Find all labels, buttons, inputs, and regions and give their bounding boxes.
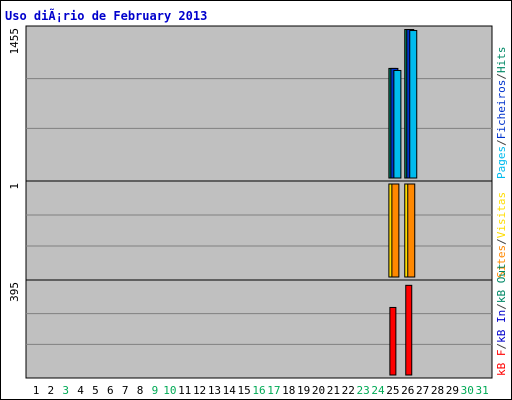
x-tick-label: 4 — [77, 384, 84, 397]
legend-separator: / — [495, 139, 508, 146]
x-tick-label: 31 — [475, 384, 488, 397]
legend-separator: / — [495, 343, 508, 350]
x-tick-label: 13 — [208, 384, 221, 397]
x-tick-label: 26 — [401, 384, 414, 397]
legend-separator: / — [495, 303, 508, 310]
plot-area-middle — [25, 180, 493, 281]
x-tick-label: 2 — [48, 384, 55, 397]
x-tick-label: 19 — [297, 384, 310, 397]
bar-sites-day-25 — [391, 183, 400, 278]
y-tick-label: 395 — [8, 282, 21, 302]
bar-pages-day-25 — [393, 69, 402, 179]
legend-item-sites: Sites — [495, 245, 508, 278]
x-tick-label: 29 — [446, 384, 459, 397]
panel-middle: 1 Sites/Visitas — [8, 180, 508, 281]
x-tick-label: 24 — [371, 384, 385, 397]
x-tick-label: 23 — [357, 384, 370, 397]
x-tick-label: 7 — [122, 384, 129, 397]
bar-kb-f-day-25 — [389, 306, 397, 376]
legend-item-hits: Hits — [495, 47, 508, 74]
bar-pages-day-26 — [409, 30, 418, 179]
legend-item-kb_out: kB Out — [495, 263, 508, 303]
x-tick-label: 27 — [416, 384, 429, 397]
x-tick-label: 14 — [223, 384, 237, 397]
y-tick-label: 1 — [8, 183, 21, 190]
x-tick-label: 8 — [137, 384, 144, 397]
legend-item-pages: Pages — [495, 146, 508, 179]
plot-area-bottom — [25, 279, 493, 379]
legend-item-visits: Visitas — [495, 192, 508, 238]
plot-area-top — [25, 25, 493, 182]
x-tick-label: 9 — [152, 384, 159, 397]
x-tick-label: 1 — [33, 384, 40, 397]
x-tick-label: 15 — [238, 384, 251, 397]
bar-sites-day-26 — [407, 183, 416, 278]
legend-item-kb_in: kB In — [495, 310, 508, 343]
x-tick-label: 22 — [342, 384, 355, 397]
x-tick-label: 12 — [193, 384, 206, 397]
legend-bottom: kB F/kB In/kB Out — [495, 263, 508, 376]
legend-top: Pages/Ficheiros/Hits — [495, 47, 508, 179]
y-tick-label: 1455 — [8, 28, 21, 55]
x-tick-label: 3 — [62, 384, 69, 397]
legend-item-files: Ficheiros — [495, 80, 508, 140]
x-tick-label: 21 — [327, 384, 340, 397]
x-tick-label: 10 — [163, 384, 176, 397]
x-tick-label: 5 — [92, 384, 99, 397]
legend-separator: / — [495, 73, 508, 80]
x-tick-label: 16 — [252, 384, 265, 397]
legend-item-kb_f: kB F — [495, 350, 508, 377]
legend-middle: Sites/Visitas — [495, 192, 508, 278]
x-tick-label: 30 — [461, 384, 474, 397]
x-tick-label: 25 — [386, 384, 399, 397]
x-tick-label: 28 — [431, 384, 444, 397]
x-tick-label: 17 — [267, 384, 280, 397]
chart-title: Uso diÃ¡rio de February 2013 — [5, 8, 207, 23]
legend-separator: / — [495, 238, 508, 245]
x-tick-label: 11 — [178, 384, 191, 397]
x-tick-label: 20 — [312, 384, 325, 397]
chart-panels: 1455Pages/Ficheiros/Hits1Sites/Visitas39… — [8, 25, 508, 379]
x-tick-label: 18 — [282, 384, 295, 397]
bar-kb-f-day-26 — [405, 284, 413, 376]
x-axis-labels: 1 2 3 4 5 6 7 8 9 10 11 12 13 14 15 16 17 18 19 20 21 22 23 24 2… — [33, 384, 489, 397]
x-tick-label: 6 — [107, 384, 114, 397]
